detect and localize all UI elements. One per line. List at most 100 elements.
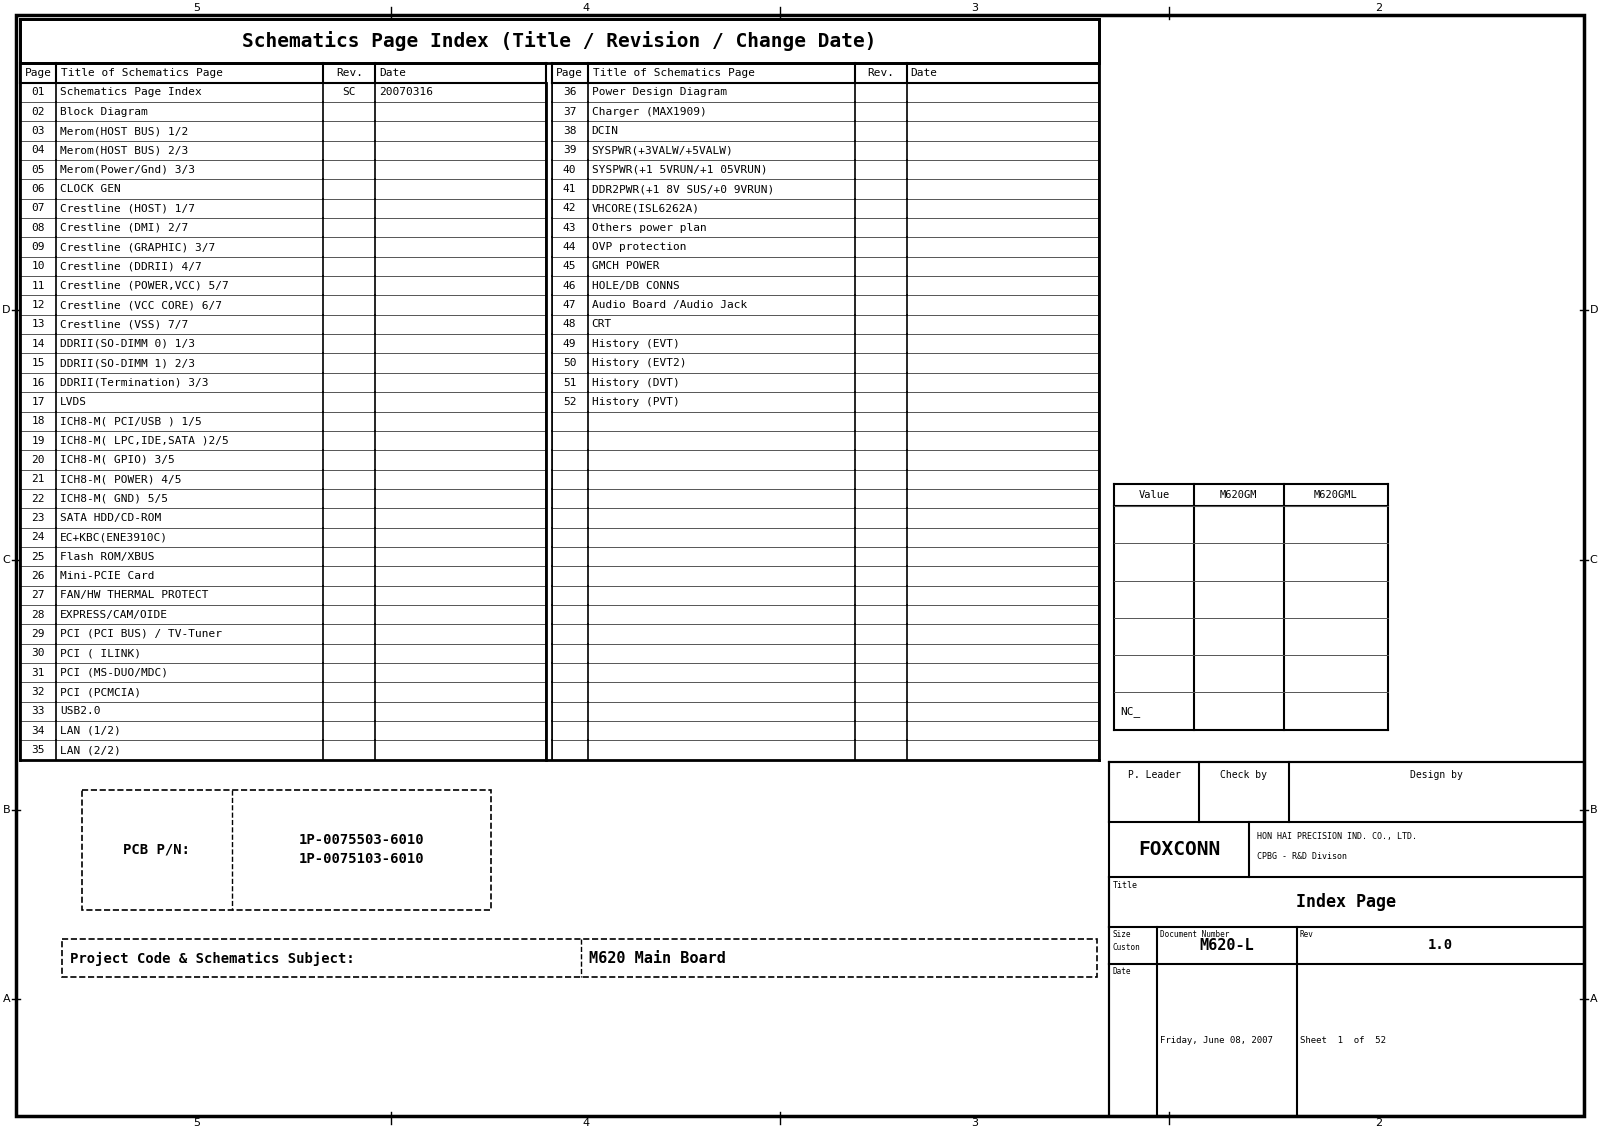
Text: 15: 15 [32, 359, 45, 369]
Text: LVDS: LVDS [61, 397, 86, 407]
Text: D: D [1590, 305, 1598, 316]
Text: HOLE/DB CONNS: HOLE/DB CONNS [592, 280, 680, 291]
Text: ICH8-M( GPIO) 3/5: ICH8-M( GPIO) 3/5 [61, 455, 174, 465]
Text: OVP protection: OVP protection [592, 242, 686, 252]
Text: PCI (PCI BUS) / TV-Tuner: PCI (PCI BUS) / TV-Tuner [61, 629, 222, 639]
Text: A: A [3, 994, 10, 1004]
Text: M620-L: M620-L [1200, 938, 1254, 953]
Text: Sheet  1  of  52: Sheet 1 of 52 [1299, 1036, 1386, 1045]
Text: 46: 46 [563, 280, 576, 291]
Text: 02: 02 [32, 106, 45, 116]
Text: SC: SC [342, 87, 357, 97]
Text: Title of Schematics Page: Title of Schematics Page [61, 68, 222, 78]
Text: 28: 28 [32, 610, 45, 620]
Text: 09: 09 [32, 242, 45, 252]
Text: CRT: CRT [592, 319, 611, 329]
Text: 52: 52 [563, 397, 576, 407]
Text: FAN/HW THERMAL PROTECT: FAN/HW THERMAL PROTECT [61, 590, 208, 601]
Text: B: B [1590, 804, 1597, 814]
Text: C: C [3, 555, 10, 566]
Text: 45: 45 [563, 261, 576, 271]
Text: 36: 36 [563, 87, 576, 97]
Text: Block Diagram: Block Diagram [61, 106, 147, 116]
Text: DDRII(SO-DIMM 0) 1/3: DDRII(SO-DIMM 0) 1/3 [61, 339, 195, 348]
Text: 25: 25 [32, 552, 45, 562]
Text: 16: 16 [32, 378, 45, 388]
Text: 14: 14 [32, 339, 45, 348]
Text: PCI ( ILINK): PCI ( ILINK) [61, 648, 141, 658]
Text: 1P-0075503-6010
1P-0075103-6010: 1P-0075503-6010 1P-0075103-6010 [299, 834, 424, 866]
Text: HON HAI PRECISION IND. CO., LTD.: HON HAI PRECISION IND. CO., LTD. [1256, 831, 1416, 840]
Text: Index Page: Index Page [1296, 892, 1397, 910]
Text: 21: 21 [32, 474, 45, 484]
Text: 12: 12 [32, 300, 45, 310]
Text: Page: Page [24, 68, 51, 78]
Bar [21, 19, 1099, 62]
Text: 49: 49 [563, 339, 576, 348]
Text: Page: Page [557, 68, 582, 78]
Text: 01: 01 [32, 87, 45, 97]
Text: SATA HDD/CD-ROM: SATA HDD/CD-ROM [61, 513, 162, 523]
Text: Date: Date [379, 68, 406, 78]
Text: Document Number: Document Number [1160, 930, 1229, 939]
Text: 3: 3 [971, 1119, 978, 1129]
Text: LAN (1/2): LAN (1/2) [61, 726, 122, 736]
Text: 20: 20 [32, 455, 45, 465]
Text: 22: 22 [32, 493, 45, 503]
Text: Size: Size [1112, 930, 1131, 939]
Text: 29: 29 [32, 629, 45, 639]
Text: 19: 19 [32, 435, 45, 446]
Text: 17: 17 [32, 397, 45, 407]
Text: 35: 35 [32, 745, 45, 756]
Text: 2: 2 [1374, 2, 1382, 12]
Text: DDRII(Termination) 3/3: DDRII(Termination) 3/3 [61, 378, 208, 388]
Text: B: B [3, 804, 10, 814]
Text: 07: 07 [32, 204, 45, 214]
Text: PCI (MS-DUO/MDC): PCI (MS-DUO/MDC) [61, 667, 168, 677]
Text: 04: 04 [32, 146, 45, 155]
Text: History (EVT2): History (EVT2) [592, 359, 686, 369]
Text: 27: 27 [32, 590, 45, 601]
Text: SYSPWR(+1 5VRUN/+1 05VRUN): SYSPWR(+1 5VRUN/+1 05VRUN) [592, 165, 766, 174]
Text: DDR2PWR(+1 8V SUS/+0 9VRUN): DDR2PWR(+1 8V SUS/+0 9VRUN) [592, 184, 774, 195]
Text: Crestline (VCC CORE) 6/7: Crestline (VCC CORE) 6/7 [61, 300, 222, 310]
Text: ICH8-M( POWER) 4/5: ICH8-M( POWER) 4/5 [61, 474, 182, 484]
Text: Audio Board /Audio Jack: Audio Board /Audio Jack [592, 300, 747, 310]
Text: 37: 37 [563, 106, 576, 116]
Text: 42: 42 [563, 204, 576, 214]
Text: History (PVT): History (PVT) [592, 397, 680, 407]
Text: Custon: Custon [1112, 943, 1139, 952]
Text: SYSPWR(+3VALW/+5VALW): SYSPWR(+3VALW/+5VALW) [592, 146, 733, 155]
Text: 43: 43 [563, 223, 576, 233]
Text: Project Code & Schematics Subject:: Project Code & Schematics Subject: [70, 951, 355, 966]
Text: 33: 33 [32, 707, 45, 716]
Text: 30: 30 [32, 648, 45, 658]
Text: Rev.: Rev. [336, 68, 363, 78]
Text: PCI (PCMCIA): PCI (PCMCIA) [61, 687, 141, 697]
Text: Crestline (HOST) 1/7: Crestline (HOST) 1/7 [61, 204, 195, 214]
Text: 26: 26 [32, 571, 45, 581]
Text: 08: 08 [32, 223, 45, 233]
Text: 50: 50 [563, 359, 576, 369]
Text: Rev.: Rev. [867, 68, 894, 78]
Text: P. Leader: P. Leader [1128, 770, 1181, 779]
Text: Mini-PCIE Card: Mini-PCIE Card [61, 571, 155, 581]
Text: D: D [2, 305, 10, 316]
Text: Title of Schematics Page: Title of Schematics Page [592, 68, 755, 78]
Text: Date: Date [910, 68, 938, 78]
Text: 13: 13 [32, 319, 45, 329]
Text: History (EVT): History (EVT) [592, 339, 680, 348]
Text: Flash ROM/XBUS: Flash ROM/XBUS [61, 552, 155, 562]
Text: PCB P/N:: PCB P/N: [123, 843, 190, 856]
Text: C: C [1590, 555, 1597, 566]
Text: 41: 41 [563, 184, 576, 195]
Text: 32: 32 [32, 687, 45, 697]
Text: EC+KBC(ENE3910C): EC+KBC(ENE3910C) [61, 533, 168, 542]
Text: USB2.0: USB2.0 [61, 707, 101, 716]
Text: Friday, June 08, 2007: Friday, June 08, 2007 [1160, 1036, 1274, 1045]
Text: 4: 4 [582, 1119, 589, 1129]
Text: 03: 03 [32, 126, 45, 136]
Text: 18: 18 [32, 416, 45, 426]
Text: 48: 48 [563, 319, 576, 329]
Text: CPBG - R&D Divison: CPBG - R&D Divison [1256, 852, 1347, 861]
